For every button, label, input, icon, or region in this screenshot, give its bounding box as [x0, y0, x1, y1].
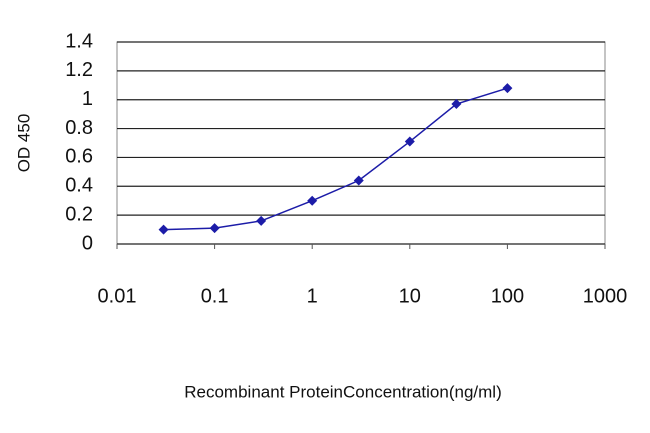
y-tick-label: 0.4	[65, 175, 93, 197]
marker	[307, 195, 318, 206]
y-tick-label: 0.6	[65, 146, 93, 168]
marker	[353, 175, 364, 186]
marker	[451, 99, 462, 110]
series-line	[163, 87, 508, 231]
marker	[158, 224, 169, 235]
x-tick-label: 0.1	[201, 285, 229, 307]
marker	[404, 136, 415, 147]
y-tick-label: 1	[82, 88, 93, 110]
x-tick-label: 0.01	[98, 285, 137, 307]
marker	[502, 83, 513, 94]
x-tick-label: 10	[399, 285, 421, 307]
marker	[256, 215, 267, 226]
x-tick-label: 100	[491, 285, 524, 307]
y-tick-label: 1.4	[65, 30, 93, 52]
y-tick-label: 0	[82, 232, 93, 254]
plot-area	[116, 41, 606, 245]
x-tick-label: 1	[307, 285, 318, 307]
x-axis-title: Recombinant ProteinConcentration(ng/ml)	[184, 382, 502, 401]
y-tick-label: 0.8	[65, 117, 93, 139]
y-tick-label: 1.2	[65, 59, 93, 81]
x-tick-label: 1000	[583, 285, 628, 307]
y-tick-label: 0.2	[65, 203, 93, 225]
marker	[209, 223, 220, 234]
y-axis-title: OD 450	[14, 114, 33, 173]
